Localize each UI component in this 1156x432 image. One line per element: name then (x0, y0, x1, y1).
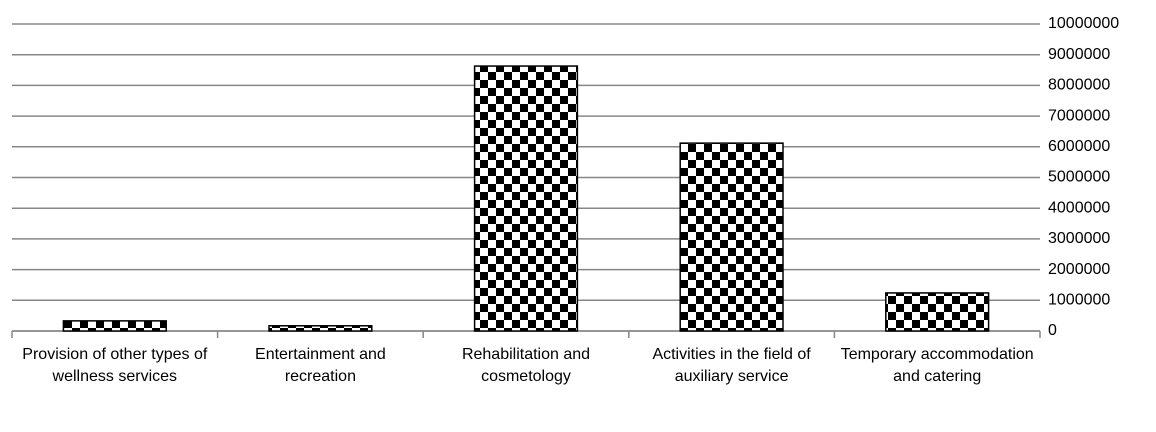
y-tick-label: 0 (1048, 322, 1057, 339)
x-tick-label: Provision of other types of wellness ser… (22, 346, 208, 385)
x-tick-label: Temporary accommodation and catering (840, 346, 1034, 385)
y-tick-label: 9000000 (1048, 46, 1110, 63)
y-tick-label: 6000000 (1048, 138, 1110, 155)
y-tick-label: 7000000 (1048, 107, 1110, 124)
y-tick-label: 10000000 (1048, 15, 1119, 32)
x-tick-label: Entertainment and recreation (255, 346, 386, 385)
x-tick-label: Rehabilitation and cosmetology (461, 346, 591, 385)
bar (62, 320, 167, 332)
bar (885, 292, 990, 332)
y-tick-label: 2000000 (1048, 261, 1110, 278)
y-tick-label: 3000000 (1048, 230, 1110, 247)
y-tick-label: 1000000 (1048, 292, 1110, 309)
y-tick-label: 5000000 (1048, 169, 1110, 186)
y-tick-label: 4000000 (1048, 199, 1110, 216)
bar (473, 65, 579, 332)
bar (268, 325, 373, 332)
x-tick-label: Activities in the field of auxiliary ser… (652, 346, 811, 385)
bar (679, 142, 784, 332)
y-tick-label: 8000000 (1048, 77, 1110, 94)
